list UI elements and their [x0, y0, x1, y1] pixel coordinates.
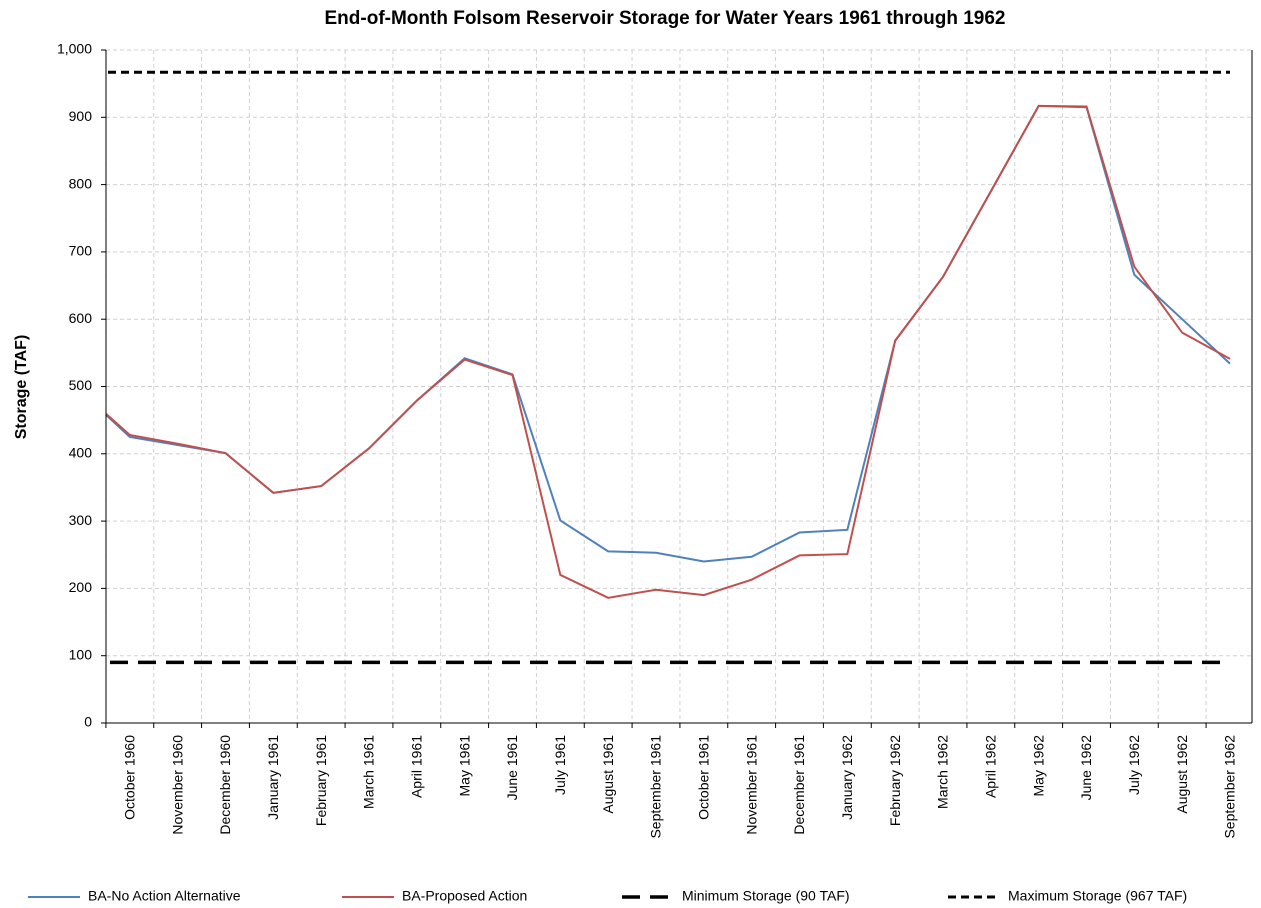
- x-tick-label: October 1960: [122, 735, 138, 820]
- y-tick-label: 400: [69, 445, 93, 461]
- x-tick-label: January 1962: [839, 735, 855, 820]
- x-tick-label: March 1962: [935, 735, 951, 809]
- x-tick-label: August 1962: [1174, 735, 1190, 814]
- y-tick-label: 0: [84, 714, 92, 730]
- y-tick-label: 300: [69, 512, 93, 528]
- legend-label: BA-No Action Alternative: [88, 888, 241, 904]
- x-tick-label: December 1961: [791, 735, 807, 835]
- x-tick-label: July 1961: [552, 735, 568, 795]
- x-tick-label: March 1961: [361, 735, 377, 809]
- y-tick-label: 600: [69, 310, 93, 326]
- legend: BA-No Action Alternative BA-Proposed Acti…: [28, 888, 1187, 904]
- x-tick-label: November 1961: [743, 735, 759, 835]
- x-tick-label: November 1960: [169, 735, 185, 835]
- y-tick-label: 700: [69, 243, 93, 259]
- y-tick-label: 100: [69, 646, 93, 662]
- x-tick-label: August 1961: [600, 735, 616, 814]
- y-axis-title: Storage (TAF): [13, 335, 30, 440]
- x-tick-label: June 1962: [1078, 735, 1094, 801]
- x-tick-label: February 1961: [313, 735, 329, 826]
- y-tick-label: 200: [69, 579, 93, 595]
- x-tick-label: February 1962: [887, 735, 903, 826]
- x-tick-label: December 1960: [217, 735, 233, 835]
- y-tick-label: 900: [69, 108, 93, 124]
- x-tick-label: May 1962: [1030, 735, 1046, 797]
- legend-label: Minimum Storage (90 TAF): [682, 888, 850, 904]
- legend-label: BA-Proposed Action: [402, 888, 527, 904]
- axes: 0 100 200 300 400 500 600 700 800 900 1,000 October…: [57, 41, 1253, 839]
- x-tick-label: September 1961: [648, 735, 664, 839]
- series-line: [106, 104, 1231, 599]
- plot: [106, 70, 1231, 665]
- x-tick-label: May 1961: [456, 735, 472, 797]
- x-tick-label: September 1962: [1222, 735, 1238, 839]
- x-tick-label: April 1961: [409, 735, 425, 798]
- x-tick-label: April 1962: [983, 735, 999, 798]
- x-tick-label: July 1962: [1126, 735, 1142, 795]
- series-line: [106, 104, 1231, 563]
- y-tick-label: 800: [69, 175, 93, 191]
- x-tick-label: January 1961: [265, 735, 281, 820]
- y-tick-label: 500: [69, 377, 93, 393]
- x-tick-label: June 1961: [504, 735, 520, 801]
- y-tick-label: 1,000: [57, 41, 92, 57]
- x-tick-label: October 1961: [696, 735, 712, 820]
- chart-title: End-of-Month Folsom Reservoir Storage fo…: [325, 8, 1006, 29]
- grid: [105, 49, 1252, 723]
- legend-label: Maximum Storage (967 TAF): [1008, 888, 1187, 904]
